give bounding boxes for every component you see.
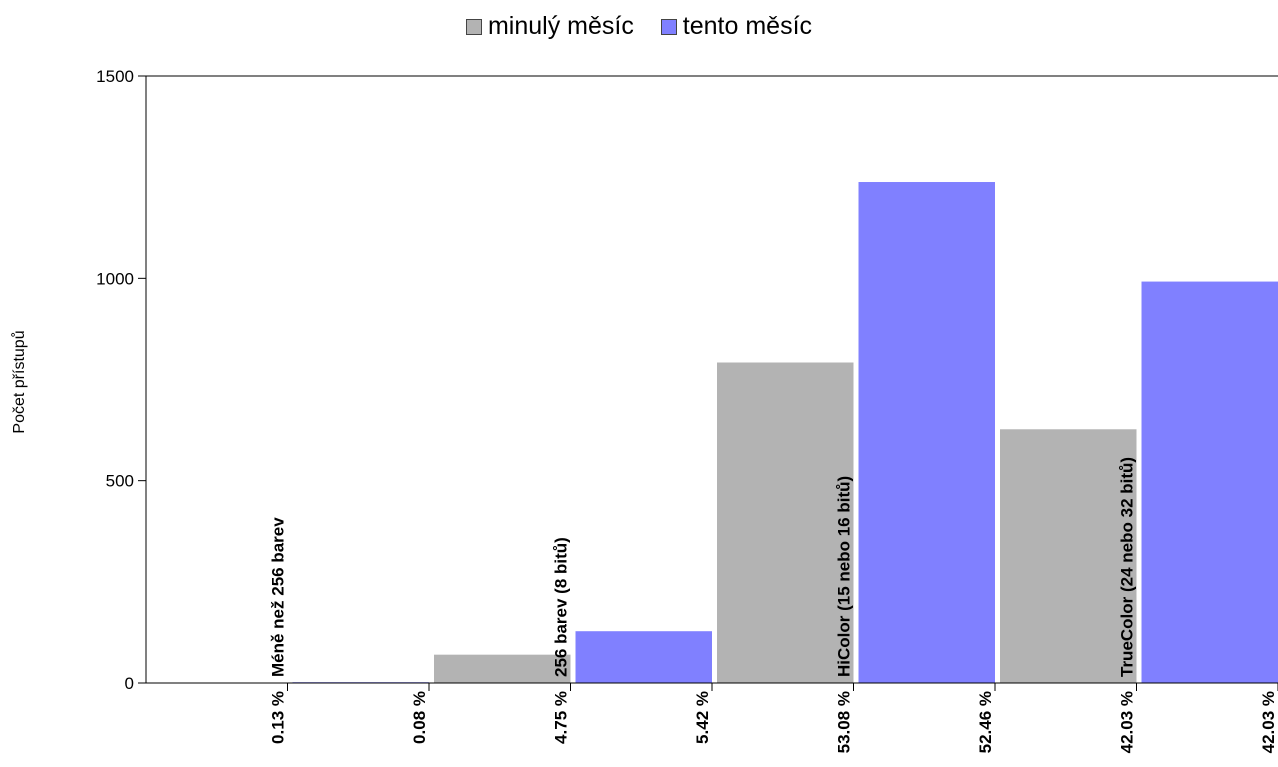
- percent-label: 5.42 %: [693, 691, 712, 744]
- y-axis-title: Počet přístupů: [10, 330, 28, 433]
- percent-label: 0.08 %: [410, 691, 429, 744]
- bars: [151, 182, 1278, 684]
- legend: minulý měsíc tento měsíc: [0, 12, 1278, 42]
- percent-label: 52.46 %: [976, 691, 995, 753]
- y-tick-label: 0: [125, 674, 134, 693]
- legend-label-previous-month: minulý měsíc: [487, 12, 634, 40]
- legend-label-current-month: tento měsíc: [682, 12, 813, 40]
- category-label: TrueColor (24 nebo 32 bitů): [1118, 457, 1137, 677]
- axes: [145, 76, 1278, 684]
- y-tick-label: 1500: [96, 67, 134, 86]
- bar-current-month: [858, 182, 995, 684]
- category-label: 256 barev (8 bitů): [552, 537, 571, 677]
- category-labels: Méně než 256 barev 256 barev (8 bitů) HiCo…: [269, 457, 1137, 677]
- y-tick-label: 500: [106, 472, 134, 491]
- percent-label: 53.08 %: [835, 691, 854, 753]
- legend-item-current-month: tento měsíc: [660, 12, 813, 41]
- bar-current-month: [575, 631, 712, 683]
- percent-label: 42.03 %: [1259, 691, 1278, 753]
- bar-current-month: [1141, 281, 1278, 683]
- category-label: Méně než 256 barev: [269, 517, 288, 677]
- percent-label: 4.75 %: [552, 691, 571, 744]
- y-tick-label: 1000: [96, 269, 134, 288]
- legend-swatch-current-month: [660, 18, 677, 35]
- bar-previous-month: [434, 654, 571, 683]
- bar-previous-month: [1000, 429, 1137, 683]
- percent-label: 42.03 %: [1118, 691, 1137, 753]
- category-label: HiColor (15 nebo 16 bitů): [835, 476, 854, 677]
- percent-label: 0.13 %: [269, 691, 288, 744]
- legend-swatch-previous-month: [465, 18, 482, 35]
- percent-labels: 0.13 % 0.08 % 4.75 % 5.42 % 53.08 % 52.46 % 42…: [269, 683, 1278, 753]
- legend-item-previous-month: minulý měsíc: [465, 12, 634, 41]
- y-axis-ticks: 0 500 1000 1500: [96, 67, 1278, 693]
- bar-previous-month: [717, 362, 854, 683]
